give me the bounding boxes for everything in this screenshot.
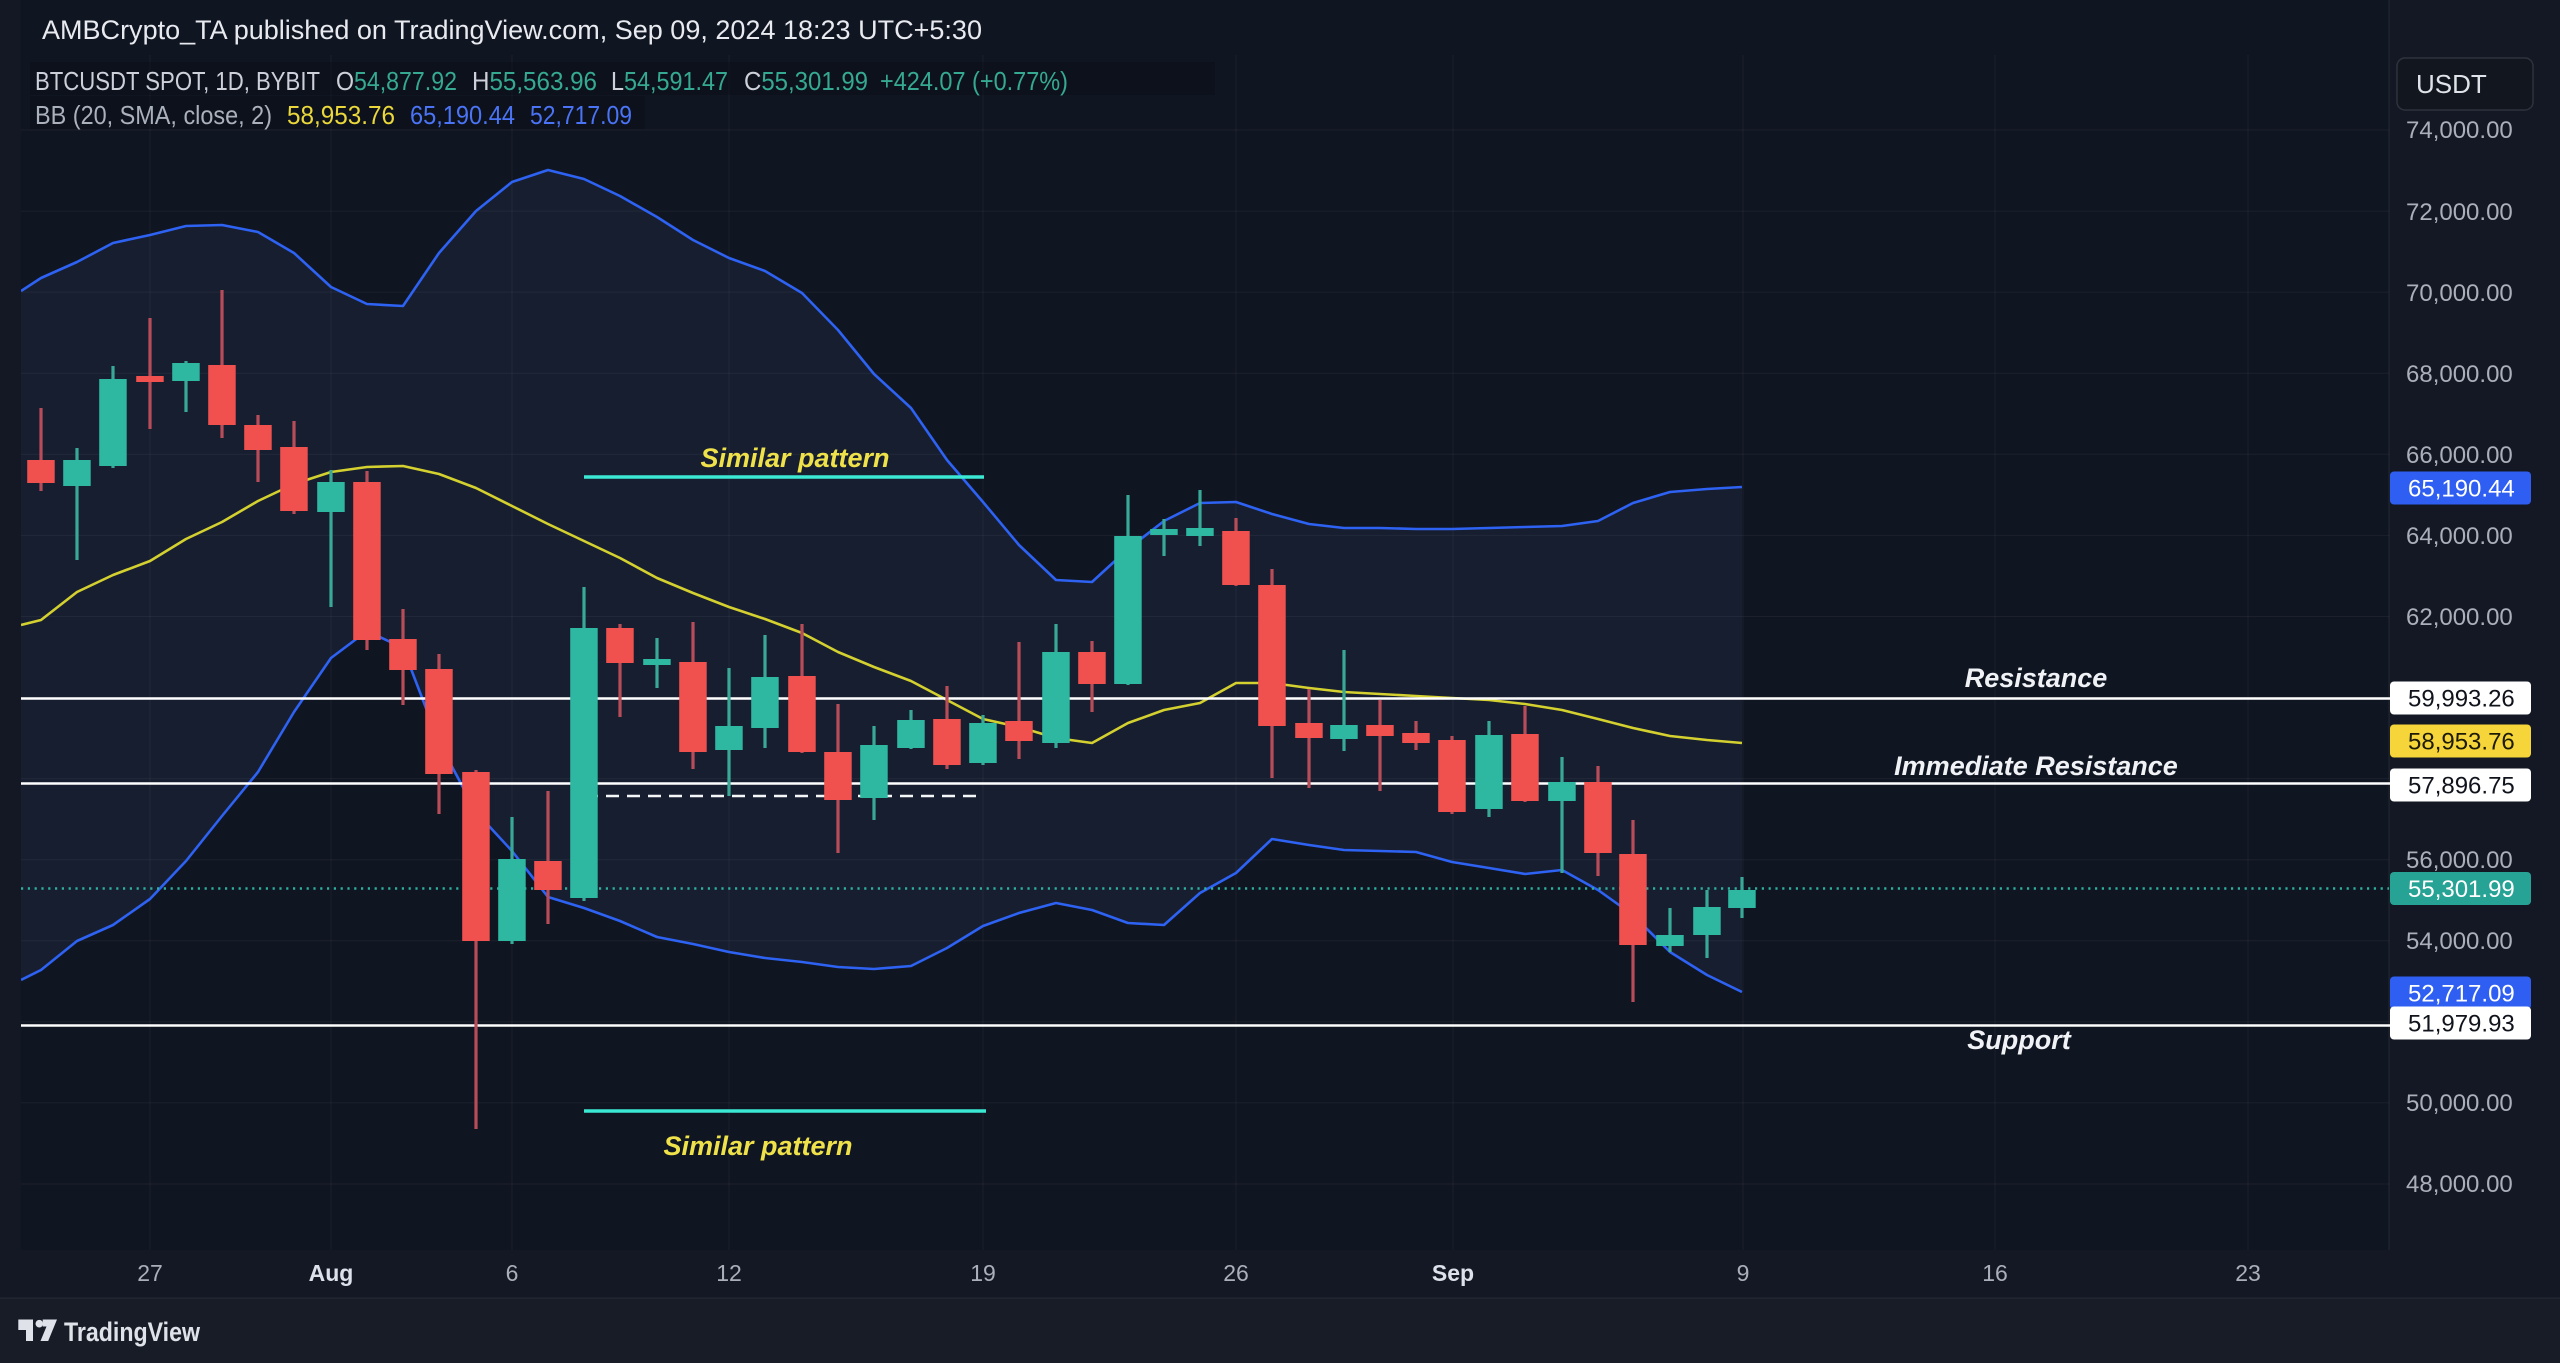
svg-text:6: 6: [506, 1260, 519, 1286]
svg-text:56,000.00: 56,000.00: [2406, 847, 2513, 874]
svg-text:BTCUSDT SPOT, 1D, BYBIT: BTCUSDT SPOT, 1D, BYBIT: [35, 66, 320, 96]
svg-text:O54,877.92: O54,877.92: [336, 66, 457, 96]
svg-text:52,717.09: 52,717.09: [2408, 981, 2515, 1008]
svg-text:64,000.00: 64,000.00: [2406, 523, 2513, 550]
svg-text:66,000.00: 66,000.00: [2406, 442, 2513, 469]
svg-text:74,000.00: 74,000.00: [2406, 117, 2513, 144]
svg-text:70,000.00: 70,000.00: [2406, 280, 2513, 307]
svg-text:54,000.00: 54,000.00: [2406, 928, 2513, 955]
svg-text:Immediate Resistance: Immediate Resistance: [1894, 751, 2178, 781]
svg-text:65,190.44: 65,190.44: [410, 100, 515, 130]
svg-text:C55,301.99: C55,301.99: [744, 66, 868, 96]
svg-text:65,190.44: 65,190.44: [2408, 476, 2515, 503]
svg-text:TradingView: TradingView: [64, 1317, 201, 1347]
svg-text:Sep: Sep: [1432, 1260, 1474, 1286]
svg-text:27: 27: [137, 1260, 163, 1286]
svg-text:55,301.99: 55,301.99: [2408, 876, 2515, 903]
svg-text:Aug: Aug: [309, 1260, 354, 1286]
svg-text:BB (20, SMA, close, 2): BB (20, SMA, close, 2): [35, 100, 272, 130]
svg-text:12: 12: [716, 1260, 742, 1286]
svg-text:57,896.75: 57,896.75: [2408, 773, 2515, 800]
svg-text:Similar pattern: Similar pattern: [700, 443, 889, 473]
svg-text:Support: Support: [1967, 1025, 2071, 1055]
svg-text:72,000.00: 72,000.00: [2406, 199, 2513, 226]
svg-text:26: 26: [1223, 1260, 1249, 1286]
svg-text:23: 23: [2235, 1260, 2261, 1286]
svg-text:Resistance: Resistance: [1965, 663, 2108, 693]
svg-text:USDT: USDT: [2416, 69, 2487, 99]
svg-text:68,000.00: 68,000.00: [2406, 361, 2513, 388]
svg-text:AMBCrypto_TA published on Trad: AMBCrypto_TA published on TradingView.co…: [42, 15, 982, 45]
svg-text:9: 9: [1737, 1260, 1750, 1286]
svg-text:50,000.00: 50,000.00: [2406, 1090, 2513, 1117]
svg-text:16: 16: [1982, 1260, 2008, 1286]
svg-text:58,953.76: 58,953.76: [287, 100, 395, 130]
svg-text:52,717.09: 52,717.09: [530, 100, 632, 130]
svg-text:H55,563.96: H55,563.96: [472, 66, 597, 96]
svg-text:58,953.76: 58,953.76: [2408, 729, 2515, 756]
svg-text:19: 19: [970, 1260, 996, 1286]
svg-text:Similar pattern: Similar pattern: [663, 1131, 852, 1161]
svg-text:L54,591.47: L54,591.47: [611, 66, 728, 96]
svg-text:+424.07 (+0.77%): +424.07 (+0.77%): [880, 66, 1068, 96]
svg-text:62,000.00: 62,000.00: [2406, 604, 2513, 631]
svg-text:48,000.00: 48,000.00: [2406, 1171, 2513, 1198]
svg-text:59,993.26: 59,993.26: [2408, 686, 2515, 713]
svg-text:51,979.93: 51,979.93: [2408, 1011, 2515, 1038]
